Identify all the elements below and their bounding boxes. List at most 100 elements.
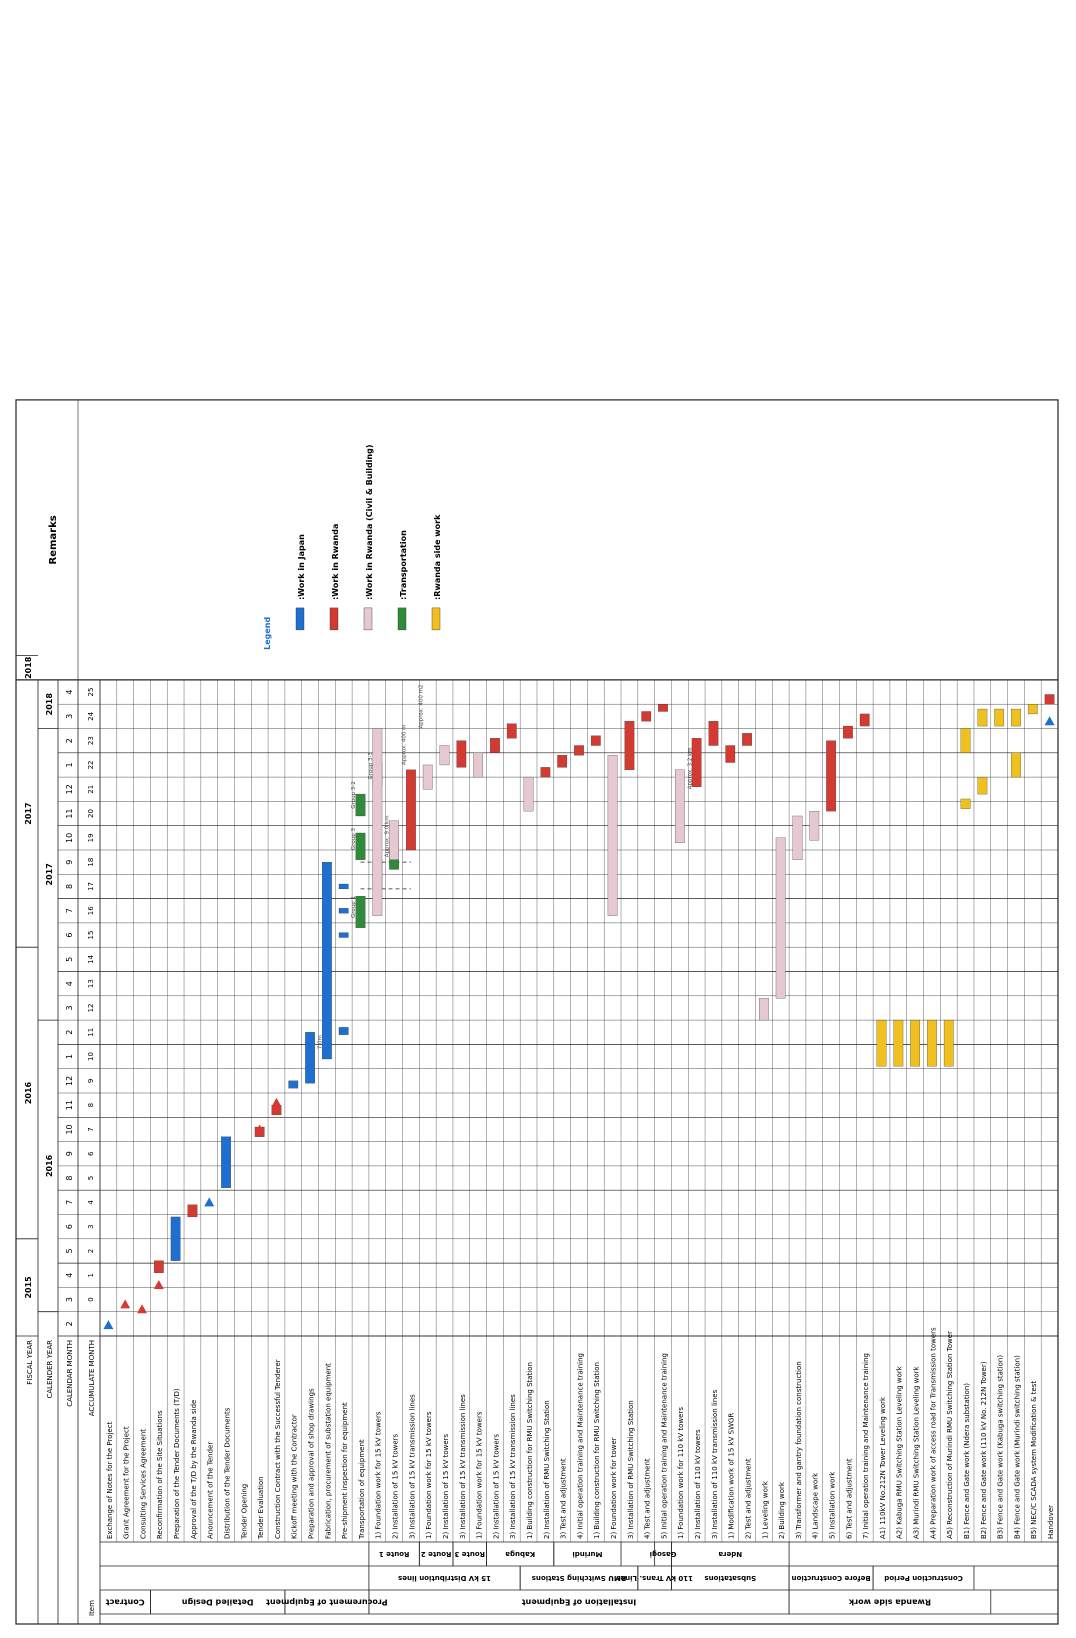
remarks-header: Remarks (48, 515, 59, 564)
milestone-marker (153, 1279, 164, 1289)
milestone-marker (1044, 716, 1055, 726)
schedule-bar (943, 1019, 954, 1067)
schedule-bar (338, 1027, 349, 1035)
task-label: 5) Installation work (829, 1471, 837, 1539)
schedule-bar (775, 837, 786, 999)
text-layer: Remarks FISCAL YEAR CALENDER YEAR CALENDAR … (24, 515, 1055, 1616)
calendar-month-label: 8 (65, 884, 74, 889)
accumulate-month-label: 8 (87, 1103, 95, 1107)
calendar-month-label: 7 (65, 1200, 74, 1205)
calendar-month-label: 2 (65, 1030, 74, 1035)
task-label: 4) Initial operation training and Mainte… (576, 1353, 584, 1539)
schedule-bar (338, 908, 349, 914)
accumulate-month-label: 0 (87, 1297, 95, 1301)
schedule-bar (624, 721, 635, 770)
task-label: 2) Foundation work for tower (610, 1437, 618, 1539)
task-label: Anouncement of the Tender (207, 1442, 215, 1539)
bar-note: Approx. 400 m (402, 725, 408, 765)
schedule-bar (372, 728, 383, 916)
header-label: FISCAL YEAR (26, 1340, 34, 1385)
schedule-bar (910, 1019, 920, 1067)
accumulate-month-label: 6 (87, 1151, 95, 1156)
bar-note: Group 3-3 (368, 752, 374, 780)
calendar-month-label: 3 (65, 1297, 74, 1302)
calendar-month-label: 11 (65, 1100, 74, 1110)
task-label: 3) Installation of RMU Switching Station (627, 1400, 635, 1539)
bars-layer (103, 694, 1055, 1330)
group-label: Detailed Design (181, 1598, 253, 1607)
task-label: 1) Foundation work for 15 kV towers (476, 1411, 484, 1539)
schedule-bar (960, 728, 971, 753)
task-label: 2) Installation of 15 kV towers (492, 1433, 500, 1539)
task-label: 2) Building work (778, 1481, 786, 1539)
accumulate-month-label: 3 (87, 1224, 95, 1228)
accumulate-month-label: 25 (87, 688, 95, 697)
subsubgroup-label: Ndera (718, 1550, 742, 1558)
subsubgroup-label: Route 1 (379, 1550, 410, 1558)
task-label: 1) Foundation work for 110 kV towers (677, 1407, 685, 1539)
accumulate-month-label: 2 (87, 1249, 95, 1253)
fiscal-year-label: 2017 (24, 802, 33, 824)
task-label: Preparation of the Tender Documents (T/D… (173, 1388, 181, 1539)
task-label: 1) Foundation work for 15 kV towers (375, 1411, 383, 1539)
bar-note: Approx. 400 m2 (418, 685, 424, 729)
schedule-bar (1011, 752, 1021, 778)
calendar-month-label: 4 (65, 981, 74, 986)
accumulate-month-label: 4 (87, 1200, 95, 1205)
schedule-bar (506, 723, 517, 739)
header-label: CALENDER YEAR (46, 1340, 54, 1399)
accumulate-month-label: 10 (87, 1052, 95, 1061)
calendar-month-label: 4 (65, 690, 74, 695)
schedule-bar (221, 1136, 231, 1188)
legend-label: :Rwanda side work (433, 514, 442, 600)
schedule-bar (658, 704, 668, 712)
calendar-month-label: 2 (65, 1321, 74, 1326)
task-label: Approval of the T/D by the Rwanda side (190, 1400, 198, 1539)
task-label: 3) Installation of 110 kV transmission l… (711, 1389, 719, 1539)
accumulate-month-label: 11 (87, 1028, 95, 1037)
milestone-marker (137, 1304, 148, 1314)
schedule-bar (422, 764, 433, 790)
accumulate-month-label: 9 (87, 1079, 95, 1083)
schedule-bar (153, 1260, 164, 1273)
schedule-bar (439, 745, 450, 766)
accumulate-month-label: 23 (87, 736, 95, 745)
header-label: ACCUMULATE MONTH (88, 1340, 96, 1416)
schedule-bar (523, 776, 534, 812)
schedule-bar (674, 769, 685, 843)
schedule-bar (859, 713, 870, 727)
milestone-marker (271, 1097, 282, 1107)
task-label: Distribution of the Tender Documents (223, 1407, 231, 1539)
schedule-bar (876, 1019, 887, 1067)
calendar-month-label: 10 (65, 833, 74, 843)
accumulate-month-label: 20 (87, 809, 95, 818)
calendar-month-label: 6 (65, 1224, 74, 1229)
accumulate-month-label: 18 (87, 858, 95, 867)
schedule-bar (338, 883, 349, 890)
accumulate-month-label: 5 (87, 1176, 95, 1180)
calendar-month-label: 4 (65, 1273, 74, 1278)
group-label: Rwanda side work (848, 1598, 931, 1607)
calendar-month-label: 10 (65, 1124, 74, 1134)
legend-swatch (363, 607, 373, 631)
task-label: 1) Leveling work (761, 1480, 769, 1539)
task-label: Consulting Services Agreement (139, 1429, 147, 1539)
calendar-month-label: 8 (65, 1176, 74, 1181)
group-label: Installation of Equipment (522, 1598, 637, 1607)
subsubgroup-label: Kabuga (505, 1550, 535, 1558)
schedule-bar (389, 820, 399, 860)
subsubgroup-label: Murindi (572, 1550, 602, 1558)
schedule-bar (557, 755, 568, 768)
schedule-bar (355, 832, 366, 860)
task-label: Tender Opening (240, 1484, 248, 1540)
legend-swatch (329, 607, 339, 631)
calendar-month-label: 1 (65, 762, 74, 767)
subgroup-label: 110 kV Trans. Lines (616, 1574, 693, 1582)
milestone-marker (103, 1320, 114, 1330)
task-label: 2) Installation of RMU Switching Station (543, 1400, 551, 1539)
accumulate-month-label: 19 (87, 833, 95, 842)
task-label: 1) Foundation work for 15 kV towers (425, 1411, 433, 1539)
